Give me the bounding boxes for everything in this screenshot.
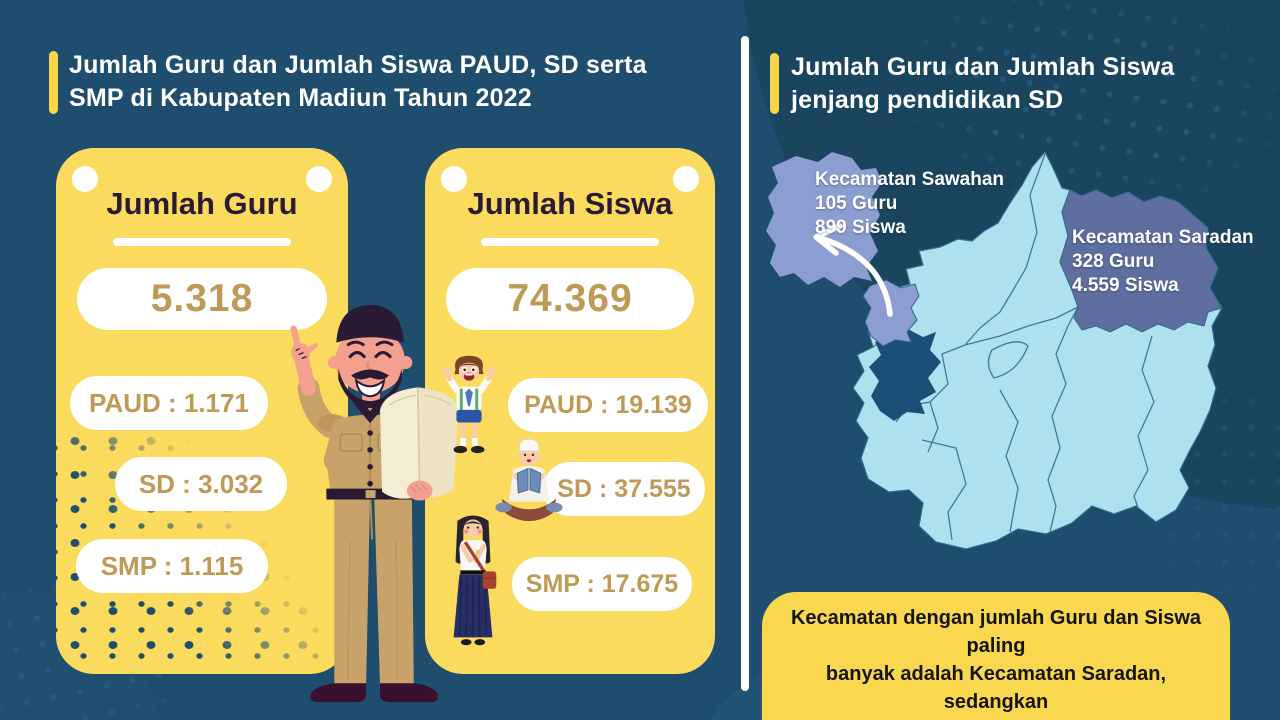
conclusion-note: Kecamatan dengan jumlah Guru dan Siswa p… — [762, 592, 1230, 720]
guru-card: Jumlah Guru 5.318 PAUD : 1.171 SD : 3.03… — [56, 148, 356, 674]
siswa-sd-value: SD : 37.555 — [543, 462, 705, 516]
siswa-card-title: Jumlah Siswa — [467, 186, 673, 221]
siswa-paud-value: PAUD : 19.139 — [508, 378, 708, 432]
card-hole-icon — [72, 166, 98, 192]
map-region-dark-district — [869, 328, 941, 421]
siswa-card-underline — [481, 238, 659, 246]
left-title-accent-bar — [49, 51, 58, 114]
card-hole-icon — [441, 166, 467, 192]
guru-card-title: Jumlah Guru — [106, 186, 298, 221]
reading-student-illustration — [495, 438, 563, 522]
note-line-3: paling sedikit adalah Kecamatan Sawahan — [772, 716, 1220, 720]
siswa-smp-value: SMP : 17.675 — [512, 557, 692, 611]
guru-paud-value: PAUD : 1.171 — [70, 376, 268, 430]
note-line-2: banyak adalah Kecamatan Saradan, sedangk… — [825, 663, 1167, 713]
callout-saradan: Kecamatan Saradan 328 Guru 4.559 Siswa — [1072, 226, 1254, 298]
note-line-1: Kecamatan dengan jumlah Guru dan Siswa p… — [790, 607, 1202, 657]
siswa-total-value: 74.369 — [446, 268, 694, 330]
map-arrow-icon — [813, 223, 893, 317]
section-divider — [741, 36, 749, 691]
callout-saradan-siswa: 4.559 Siswa — [1072, 275, 1179, 296]
girl-student-illustration — [453, 515, 497, 646]
callout-sawahan-name: Kecamatan Sawahan — [815, 169, 1005, 190]
left-panel-title: Jumlah Guru dan Jumlah Siswa PAUD, SD se… — [69, 51, 647, 112]
card-hole-icon — [306, 166, 332, 192]
callout-sawahan-guru: 105 Guru — [815, 193, 898, 214]
guru-card-underline — [113, 238, 291, 246]
kabupaten-madiun-map — [766, 150, 1223, 550]
card-hole-icon — [673, 166, 699, 192]
callout-sawahan: Kecamatan Sawahan 105 Guru 899 Siswa — [815, 168, 1004, 240]
callout-saradan-name: Kecamatan Saradan — [1072, 227, 1254, 248]
guru-smp-value: SMP : 1.115 — [76, 539, 268, 593]
right-panel-title: Jumlah Guru dan Jumlah Siswa jenjang pen… — [791, 53, 1175, 114]
callout-saradan-guru: 328 Guru — [1072, 251, 1155, 272]
teacher-with-book-illustration — [290, 304, 459, 703]
callout-sawahan-siswa: 899 Siswa — [815, 217, 906, 238]
map-region-saradan — [1059, 189, 1223, 333]
right-title-accent-bar — [770, 53, 779, 114]
guru-total-value: 5.318 — [77, 268, 327, 330]
cheering-student-illustration — [442, 355, 496, 454]
guru-sd-value: SD : 3.032 — [115, 457, 287, 511]
